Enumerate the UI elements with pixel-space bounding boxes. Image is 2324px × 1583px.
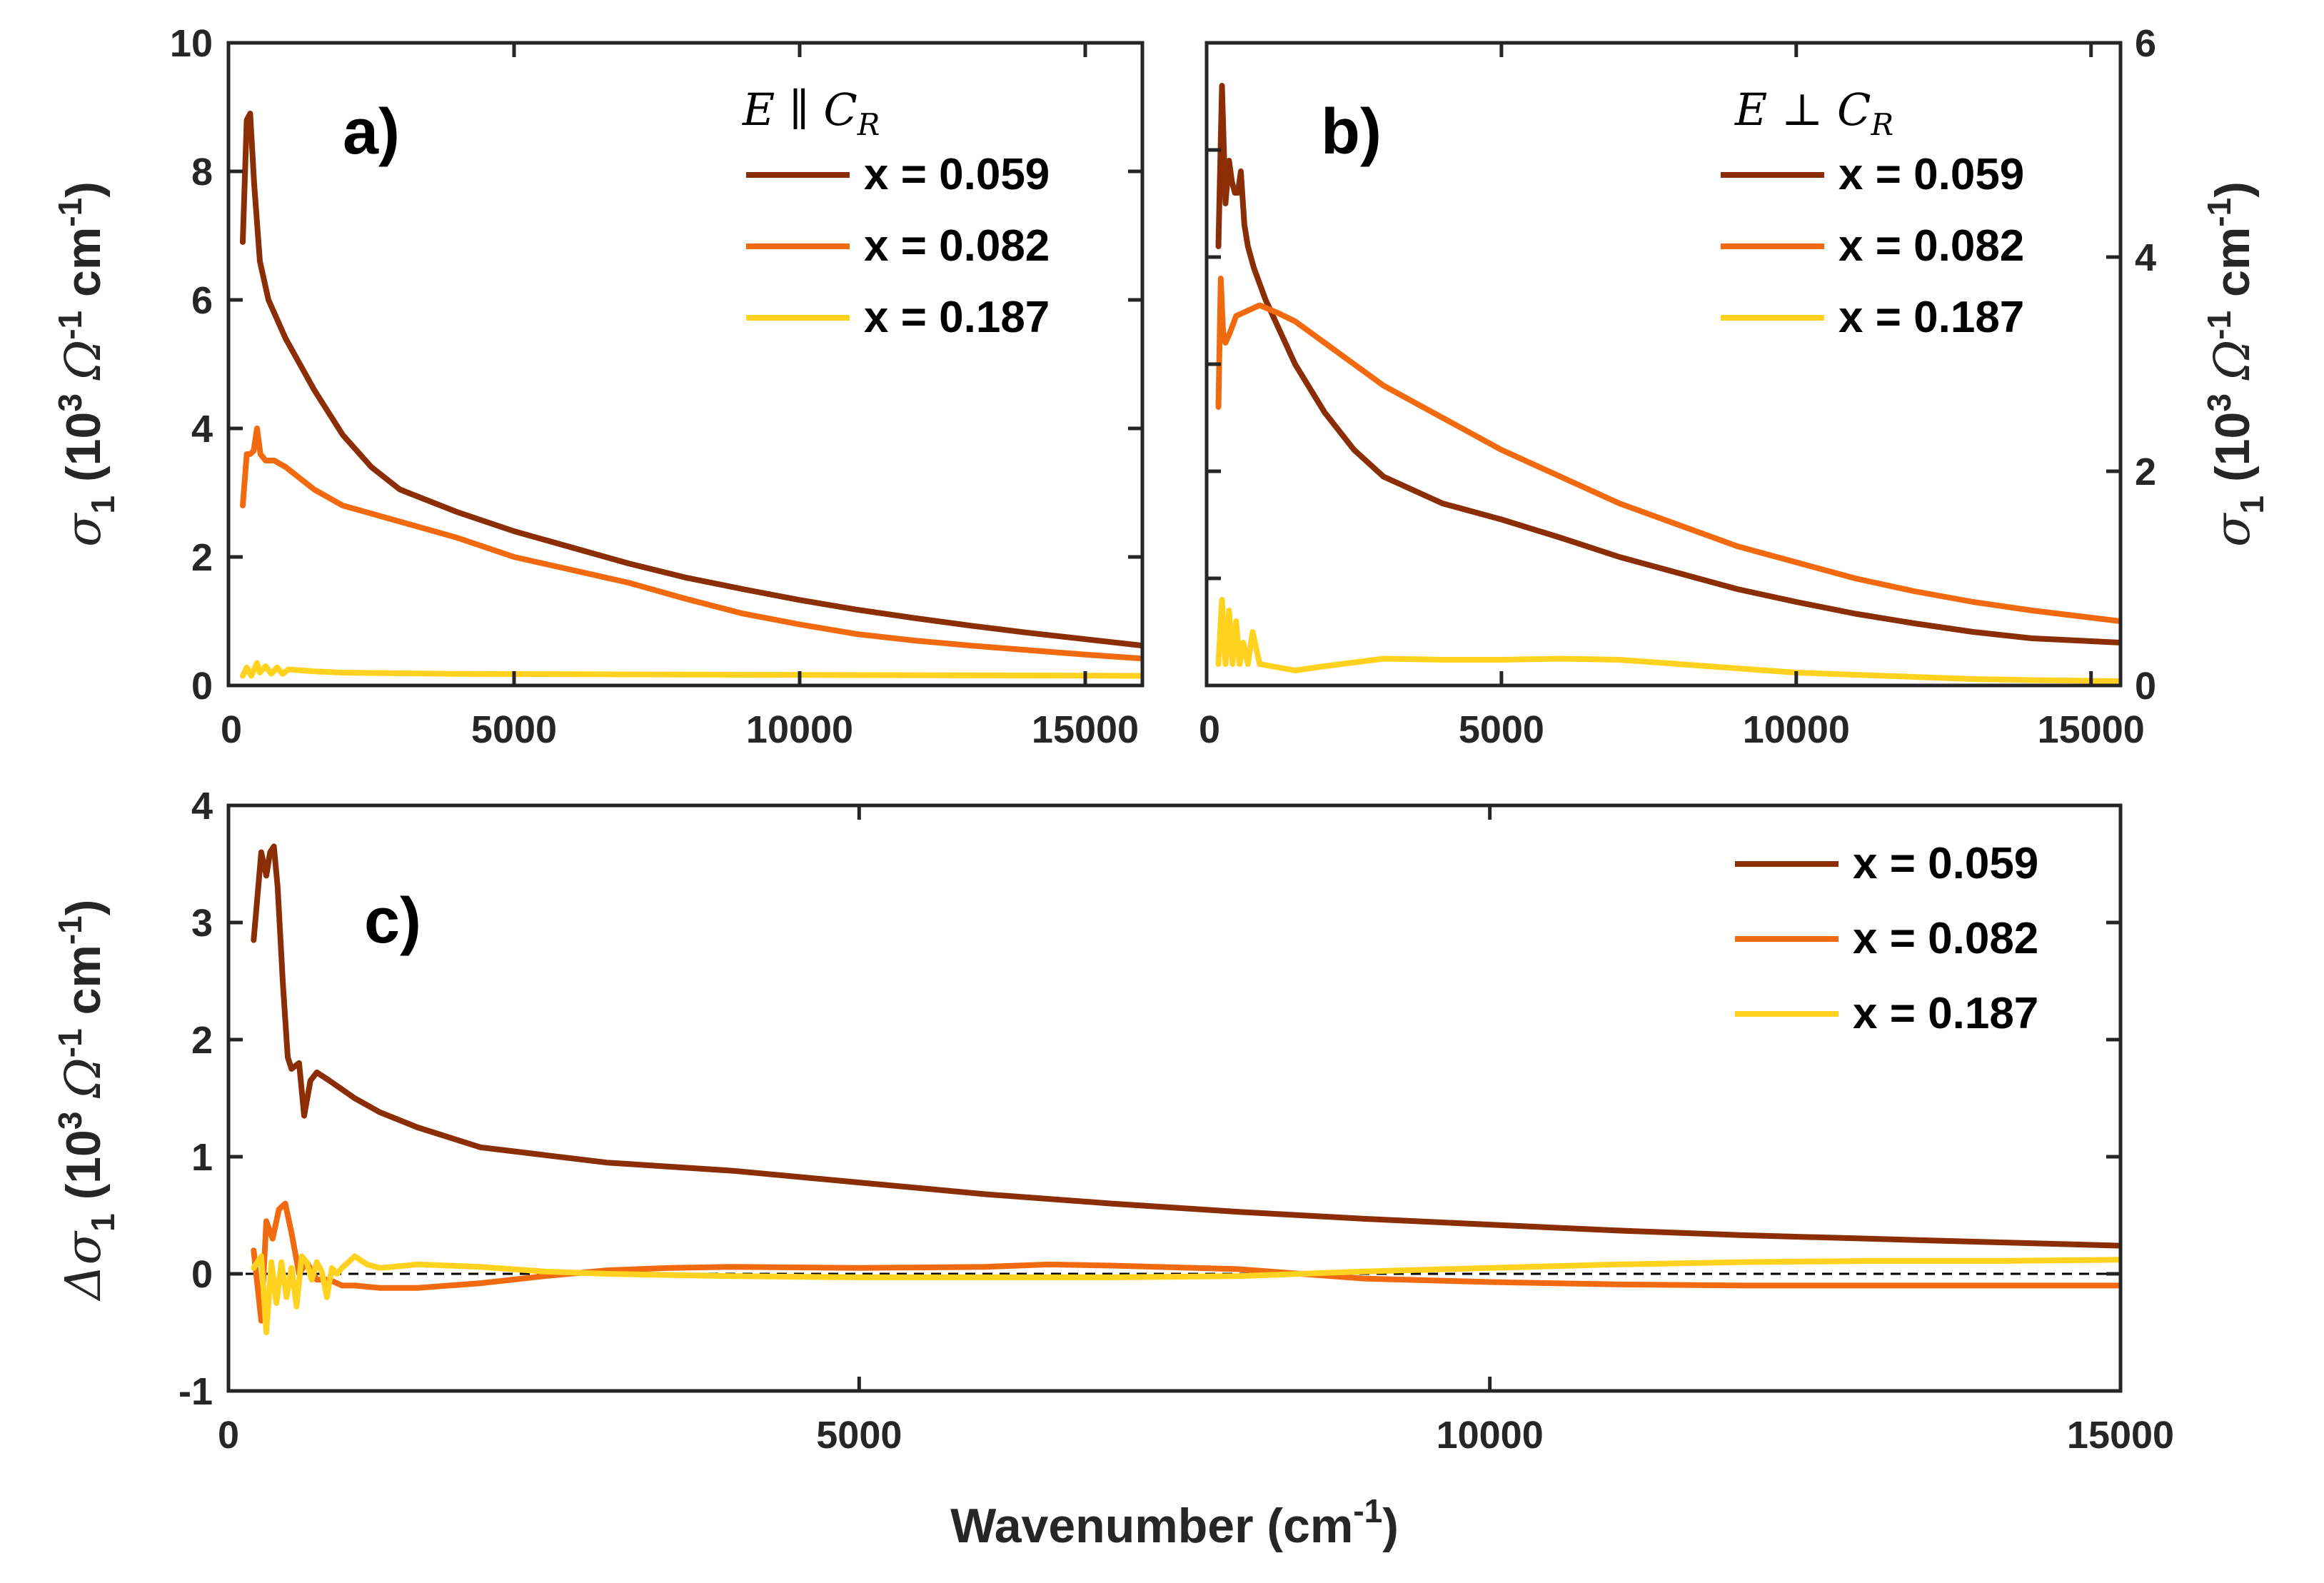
axes-box-a [226,41,1145,688]
y-tick-label: 6 [191,279,213,322]
y-tick-label: 2 [191,536,213,579]
x-tick-label: 0 [1199,708,1220,751]
y-tick-label: 4 [191,408,213,451]
series-line-b-2 [1215,276,2121,624]
y-tick-label: 4 [191,785,213,828]
y-tick-label: 3 [191,902,213,945]
panel-b-label: b) [1321,96,1382,168]
legend-entry: x = 0.082 [1853,914,2038,963]
x-tick-label: 5000 [816,1414,902,1457]
panel-c-label: c) [364,885,421,957]
y-tick-label: 6 [2135,22,2156,65]
panel-a: 5000 10000 15000 0 2 4 6 8 10 0 x = 0.059 x = 0.082… [170,22,1145,751]
x-tick-label: 5000 [471,708,557,751]
ylabel-b: σ1 (103 Ω-1 cm-1) [2200,181,2270,547]
y-tick-label: 8 [191,151,213,194]
y-tick-label: 1 [191,1136,213,1179]
panel-a-label: a) [343,96,400,168]
ylabel-a: σ1 (103 Ω-1 cm-1) [51,181,121,547]
x-tick-label: 10000 [1743,708,1850,751]
annotation-a: E ∥ CR [742,84,880,142]
x-tick-label: 10000 [1437,1414,1544,1457]
series-line-c-1 [251,843,2121,1249]
y-tick-label: 0 [191,665,213,708]
x-tick-label: 15000 [1032,708,1139,751]
series-line-a-3 [240,660,1142,679]
series-line-a-2 [240,426,1142,662]
series-line-b-1 [1215,83,2121,645]
x-tick-label: 0 [218,1414,239,1457]
legend-entry: x = 0.082 [1838,221,2024,271]
legend-entry: x = 0.059 [1838,150,2024,199]
y-tick-label: 2 [2135,451,2156,493]
y-tick-label: 0 [2135,665,2156,708]
series-line-c-2 [251,1200,2121,1324]
x-tick-label: 15000 [2038,708,2145,751]
y-tick-label: 10 [170,22,213,65]
annotation-b: E ⊥ CR [1734,84,1893,142]
x-tick-label: 5000 [1459,708,1544,751]
legend-entry: x = 0.059 [1853,839,2038,888]
y-tick-label: 4 [2135,236,2156,279]
legend-entry: x = 0.059 [864,150,1050,199]
x-tick-label: 10000 [746,708,853,751]
y-tick-label: 2 [191,1019,213,1062]
y-tick-label: 0 [191,1253,213,1296]
axes-box-c [226,803,2123,1393]
legend-entry: x = 0.187 [864,293,1050,342]
legend-entry: x = 0.082 [864,221,1050,271]
series-line-b-3 [1215,597,2121,684]
x-tick-label: 0 [221,708,242,751]
y-tick-label: -1 [178,1370,213,1413]
xlabel: Wavenumber (cm-1) [950,1492,1399,1553]
ylabel-c: Δσ1 (103 Ω-1 cm-1) [51,900,121,1302]
x-tick-label: 15000 [2067,1414,2174,1457]
series-line-a-1 [240,111,1142,649]
series-line-c-3 [251,1253,2121,1335]
legend-entry: x = 0.187 [1838,293,2024,342]
legend-entry: x = 0.187 [1853,989,2038,1038]
